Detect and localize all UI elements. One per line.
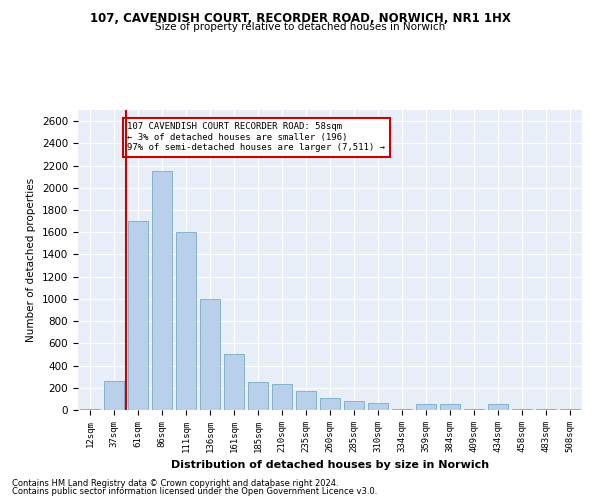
Bar [224,354,244,410]
Text: Contains HM Land Registry data © Crown copyright and database right 2024.: Contains HM Land Registry data © Crown c… [12,478,338,488]
Bar [320,398,340,410]
Bar [296,390,316,410]
Text: 107 CAVENDISH COURT RECORDER ROAD: 58sqm
← 3% of detached houses are smaller (19: 107 CAVENDISH COURT RECORDER ROAD: 58sqm… [127,122,385,152]
Text: Contains public sector information licensed under the Open Government Licence v3: Contains public sector information licen… [12,487,377,496]
Bar [560,409,580,410]
Bar [104,381,124,410]
X-axis label: Distribution of detached houses by size in Norwich: Distribution of detached houses by size … [171,460,489,470]
Text: Size of property relative to detached houses in Norwich: Size of property relative to detached ho… [155,22,445,32]
Bar [200,299,220,410]
Bar [272,384,292,410]
Bar [344,401,364,410]
Y-axis label: Number of detached properties: Number of detached properties [26,178,37,342]
Bar [512,409,532,410]
Bar [368,404,388,410]
Bar [416,404,436,410]
Bar [176,232,196,410]
Bar [152,171,172,410]
Bar [464,409,484,410]
Bar [128,221,148,410]
Bar [80,409,100,410]
Bar [488,404,508,410]
Bar [440,404,460,410]
Bar [248,382,268,410]
Bar [392,409,412,410]
Text: 107, CAVENDISH COURT, RECORDER ROAD, NORWICH, NR1 1HX: 107, CAVENDISH COURT, RECORDER ROAD, NOR… [89,12,511,26]
